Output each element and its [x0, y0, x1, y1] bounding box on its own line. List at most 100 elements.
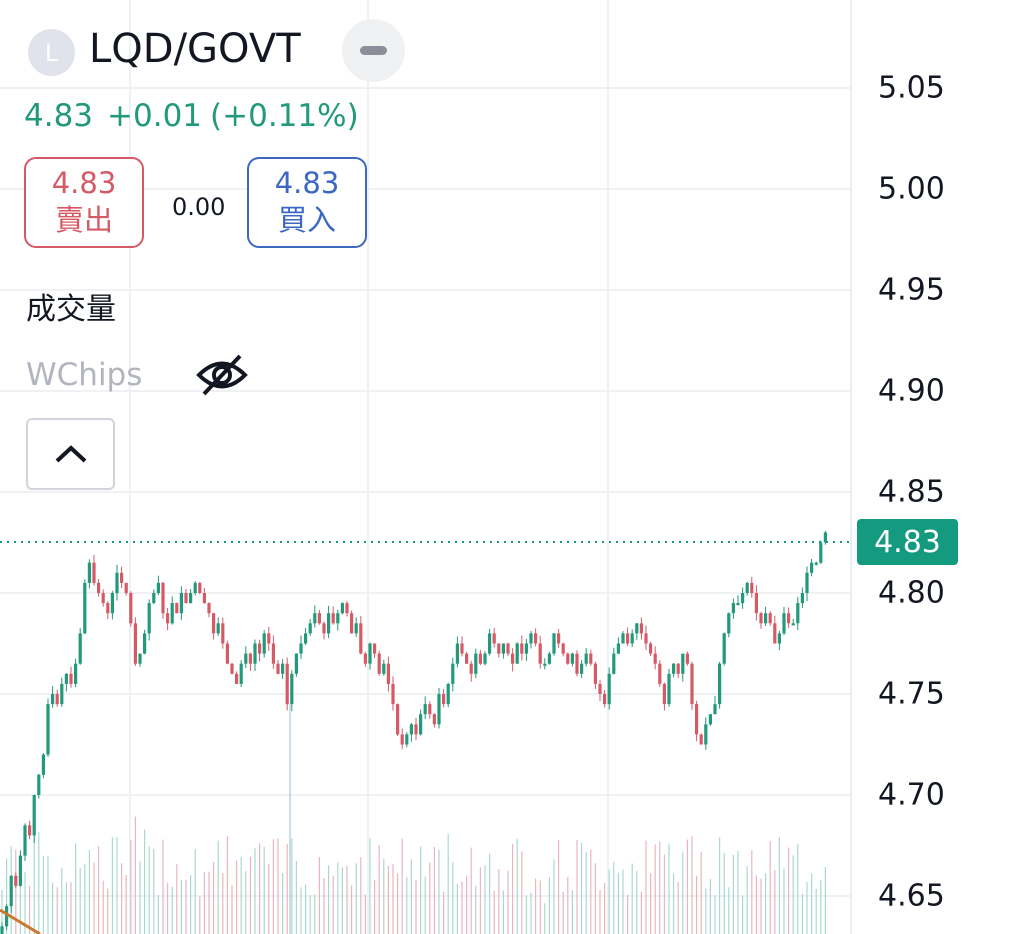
- candle: [147, 603, 151, 634]
- candle: [101, 593, 105, 604]
- sell-button[interactable]: 4.83 賣出: [24, 157, 144, 248]
- candle: [14, 875, 18, 886]
- buy-button[interactable]: 4.83 買入: [247, 157, 367, 248]
- candle: [704, 724, 708, 745]
- collapse-indicators-button[interactable]: [26, 418, 115, 490]
- candle: [575, 653, 579, 674]
- price-change-percent: (+0.11%): [210, 98, 359, 134]
- candle: [331, 613, 335, 624]
- candle: [51, 694, 55, 705]
- candle: [695, 704, 699, 735]
- volume-indicator-label[interactable]: 成交量: [26, 292, 116, 327]
- candle: [805, 572, 809, 593]
- candle: [810, 562, 814, 573]
- chevron-up-icon: [55, 445, 86, 463]
- candle: [133, 623, 137, 664]
- candle: [520, 643, 524, 654]
- price-axis-tick: 5.05: [878, 70, 945, 106]
- candle: [368, 643, 372, 664]
- candle: [55, 694, 59, 705]
- candle: [110, 593, 114, 614]
- candle: [248, 653, 252, 664]
- candle: [0, 926, 4, 934]
- candle: [28, 825, 32, 836]
- candle: [225, 643, 229, 664]
- price-axis-tick: 4.65: [878, 878, 945, 914]
- candle: [791, 623, 795, 626]
- candle: [782, 613, 786, 634]
- candle: [152, 593, 156, 604]
- sell-label: 賣出: [54, 203, 113, 237]
- price-axis-tick: 4.95: [878, 272, 945, 308]
- candle: [547, 653, 551, 664]
- candle: [129, 593, 133, 624]
- candle: [501, 643, 505, 654]
- candle: [566, 653, 570, 664]
- candle: [299, 643, 303, 654]
- candle: [469, 663, 473, 674]
- minus-icon: [360, 46, 387, 55]
- candle: [713, 704, 717, 715]
- candle: [584, 653, 588, 664]
- candle: [124, 582, 128, 593]
- candle: [612, 653, 616, 674]
- price-axis-tick: 5.00: [878, 171, 945, 207]
- chart-grid: [0, 0, 852, 934]
- candle: [244, 653, 248, 664]
- price-change: +0.01: [107, 98, 203, 134]
- candle: [736, 603, 740, 606]
- candle: [750, 582, 754, 593]
- candle: [207, 603, 211, 614]
- candle: [442, 694, 446, 705]
- candle: [276, 663, 280, 674]
- candle: [676, 663, 680, 674]
- candle: [64, 673, 68, 684]
- wchips-indicator-label[interactable]: WChips: [26, 357, 143, 393]
- candle: [524, 643, 528, 654]
- candle: [281, 663, 285, 674]
- candle: [386, 663, 390, 684]
- price-axis-tick: 4.70: [878, 777, 945, 813]
- candle: [800, 593, 804, 604]
- candle: [363, 653, 367, 664]
- candle: [97, 582, 101, 593]
- candles: [0, 531, 827, 934]
- candle: [649, 643, 653, 654]
- candle: [317, 613, 321, 624]
- eye-slash-icon[interactable]: [194, 350, 250, 400]
- candle: [304, 633, 308, 644]
- candle: [166, 613, 170, 624]
- candle: [727, 613, 731, 634]
- price-axis-tick: 4.85: [878, 474, 945, 510]
- candle: [511, 653, 515, 664]
- candle: [175, 603, 179, 614]
- candle: [336, 613, 340, 624]
- candle: [662, 683, 666, 705]
- candle: [198, 582, 202, 593]
- symbol-title[interactable]: LQD/GOVT: [89, 26, 301, 72]
- candle: [819, 542, 823, 563]
- candle: [446, 683, 450, 705]
- candle: [60, 683, 64, 705]
- candle: [644, 633, 648, 644]
- candle: [603, 694, 607, 705]
- candle: [492, 633, 496, 644]
- candle: [161, 582, 165, 614]
- candle: [607, 673, 611, 705]
- candle: [32, 795, 36, 836]
- candle: [708, 714, 712, 725]
- price-axis-tick: 4.90: [878, 373, 945, 409]
- candle: [557, 633, 561, 644]
- candle: [78, 633, 82, 664]
- candle: [773, 623, 777, 644]
- candle: [350, 613, 354, 634]
- candle: [658, 663, 662, 684]
- candle: [5, 906, 9, 927]
- candle: [630, 633, 634, 644]
- candle: [754, 593, 758, 614]
- candle: [653, 653, 657, 664]
- candle: [382, 663, 386, 674]
- candle: [570, 653, 574, 664]
- collapse-legend-button[interactable]: [342, 19, 405, 82]
